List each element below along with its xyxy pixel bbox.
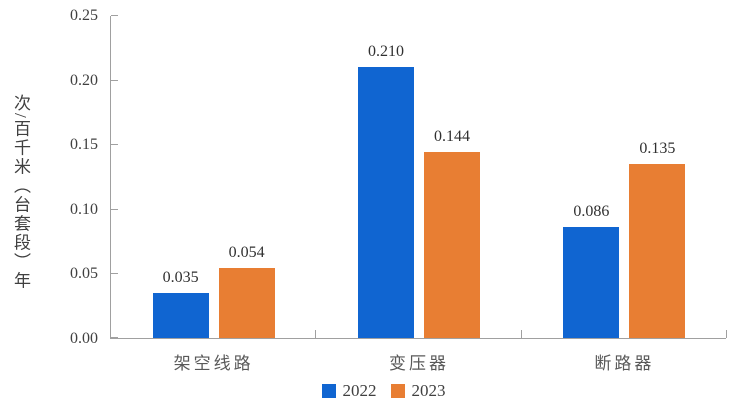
category-label-断路器: 断路器 xyxy=(594,354,655,373)
y-axis-tick-label: 0.00 xyxy=(70,330,98,347)
y-axis-tick-label: 0.15 xyxy=(70,136,98,154)
value-label: 0.210 xyxy=(368,42,404,60)
y-axis-tick-label: 0.20 xyxy=(70,71,98,89)
legend-item-2023: 2023 xyxy=(390,381,446,400)
category-label-变压器: 变压器 xyxy=(389,354,449,373)
category-label-架空线路: 架空线路 xyxy=(173,354,254,373)
legend-item-2022: 2022 xyxy=(321,381,377,400)
legend: 2022 2023 xyxy=(14,381,739,400)
value-label: 0.144 xyxy=(434,127,470,145)
value-label: 0.054 xyxy=(228,244,265,262)
y-axis-tick-label: 0.25 xyxy=(70,7,98,24)
bar-2022-架空线路 xyxy=(152,292,209,338)
x-axis-tick xyxy=(726,330,727,338)
x-axis-tick xyxy=(521,330,522,338)
bar-2022-变压器 xyxy=(358,66,414,338)
legend-label: 2023 xyxy=(411,381,446,400)
value-label: 0.135 xyxy=(639,139,676,157)
y-axis-tick xyxy=(111,337,118,338)
value-label: 0.086 xyxy=(573,202,610,220)
y-axis-tick-label: 0.05 xyxy=(70,265,98,283)
y-axis-tick xyxy=(111,79,118,81)
legend-swatch-2023 xyxy=(390,384,405,398)
y-axis-tick xyxy=(111,144,118,146)
bar-2023-断路器 xyxy=(629,163,686,338)
y-axis-tick xyxy=(111,15,118,16)
x-axis-tick xyxy=(315,330,316,338)
bar-2023-变压器 xyxy=(424,151,480,338)
y-axis-tick xyxy=(111,208,118,210)
plot-area: 0.035 0.210 0.086 0.054 0.144 0.135 xyxy=(110,15,727,339)
bar-2023-架空线路 xyxy=(218,268,275,338)
y-axis-tick xyxy=(111,273,118,275)
legend-label: 2022 xyxy=(342,381,377,400)
value-label: 0.035 xyxy=(162,268,199,286)
y-axis-title: 次/百千米（台套段）年 xyxy=(11,94,30,291)
legend-swatch-2022 xyxy=(321,384,336,398)
bar-2022-断路器 xyxy=(563,226,620,338)
y-axis-tick-label: 0.10 xyxy=(70,200,98,218)
